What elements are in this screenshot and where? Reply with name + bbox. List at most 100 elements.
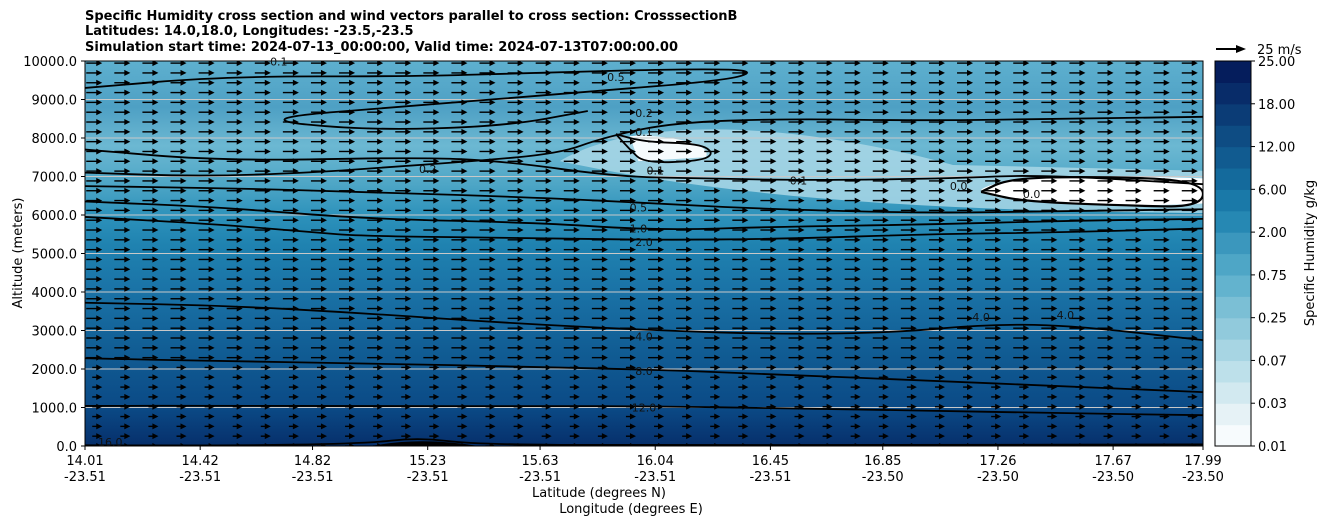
wind-vector-head xyxy=(405,158,412,165)
wind-vector-head xyxy=(349,217,356,224)
wind-vector-head xyxy=(236,217,243,224)
wind-vector-head xyxy=(264,354,271,361)
wind-vector-head xyxy=(1023,148,1030,155)
wind-vector-head xyxy=(995,325,1002,332)
wind-vector-head xyxy=(882,168,889,175)
wind-vector-head xyxy=(1191,305,1198,312)
wind-vector-head xyxy=(910,295,917,302)
wind-vector-head xyxy=(882,285,889,292)
wind-vector-head xyxy=(1079,413,1086,420)
wind-vector-head xyxy=(489,384,496,391)
wind-vector-head xyxy=(686,246,693,253)
wind-vector-head xyxy=(545,315,552,322)
colorbar-swatch xyxy=(1215,253,1251,276)
contour-label: 2.0 xyxy=(635,236,653,249)
wind-vector-head xyxy=(1023,393,1030,400)
wind-vector-head xyxy=(573,266,580,273)
wind-vector-head xyxy=(826,69,833,76)
wind-vector-head xyxy=(742,79,749,86)
wind-vector-head xyxy=(1051,236,1058,243)
wind-vector-head xyxy=(517,325,524,332)
wind-vector-head xyxy=(854,256,861,263)
wind-vector-head xyxy=(292,256,299,263)
wind-vector-head xyxy=(180,433,187,440)
wind-vector-head xyxy=(882,335,889,342)
wind-vector-head xyxy=(180,99,187,106)
wind-vector-head xyxy=(882,217,889,224)
wind-vector-head xyxy=(320,256,327,263)
wind-vector-head xyxy=(910,315,917,322)
wind-vector-head xyxy=(910,344,917,351)
wind-vector-head xyxy=(152,305,159,312)
wind-vector-head xyxy=(180,227,187,234)
wind-vector-head xyxy=(1051,315,1058,322)
wind-vector-head xyxy=(1107,109,1114,116)
wind-vector-head xyxy=(461,276,468,283)
wind-vector-head xyxy=(1079,344,1086,351)
wind-vector-head xyxy=(461,256,468,263)
wind-vector-head xyxy=(573,393,580,400)
wind-vector-head xyxy=(405,364,412,371)
wind-vector-head xyxy=(798,128,805,135)
contour-0.0 xyxy=(980,176,1203,208)
wind-vector-head xyxy=(826,433,833,440)
wind-vector-head xyxy=(377,69,384,76)
wind-vector-head xyxy=(995,423,1002,430)
wind-vector-head xyxy=(826,256,833,263)
wind-vector-head xyxy=(320,393,327,400)
wind-vector-head xyxy=(938,315,945,322)
wind-vector-head xyxy=(208,354,215,361)
wind-vector-head xyxy=(208,207,215,214)
wind-vector-head xyxy=(742,89,749,96)
wind-vector-head xyxy=(882,148,889,155)
wind-vector-head xyxy=(967,197,974,204)
wind-vector-head xyxy=(686,433,693,440)
wind-vector-head xyxy=(826,423,833,430)
wind-vector-head xyxy=(882,393,889,400)
wind-vector-head xyxy=(1079,433,1086,440)
wind-vector-head xyxy=(742,207,749,214)
wind-vector-head xyxy=(1051,148,1058,155)
wind-vector-head xyxy=(405,227,412,234)
wind-vector-head xyxy=(264,315,271,322)
wind-vector-head xyxy=(405,89,412,96)
wind-key-label: 25 m/s xyxy=(1257,43,1302,58)
wind-vector-head xyxy=(854,168,861,175)
wind-vector-head xyxy=(770,217,777,224)
wind-vector-head xyxy=(629,335,636,342)
wind-vector-head xyxy=(545,79,552,86)
wind-vector-head xyxy=(1051,354,1058,361)
wind-vector-head xyxy=(882,61,889,67)
wind-vector-head xyxy=(1023,246,1030,253)
wind-vector-head xyxy=(545,158,552,165)
wind-vector-head xyxy=(798,344,805,351)
wind-vector-head xyxy=(405,256,412,263)
wind-vector-head xyxy=(545,354,552,361)
wind-vector-head xyxy=(152,315,159,322)
wind-vector-head xyxy=(236,79,243,86)
wind-vector-head xyxy=(433,69,440,76)
wind-vector-head xyxy=(854,364,861,371)
wind-vector-head xyxy=(1107,61,1114,67)
wind-vector-head xyxy=(629,433,636,440)
wind-vector-head xyxy=(967,276,974,283)
wind-vector-head xyxy=(489,227,496,234)
wind-vector-head xyxy=(405,119,412,126)
wind-vector-head xyxy=(1191,315,1198,322)
wind-vector-head xyxy=(124,413,131,420)
wind-vector-head xyxy=(770,384,777,391)
wind-vector-head xyxy=(1107,393,1114,400)
wind-vector-head xyxy=(124,109,131,116)
wind-vector-head xyxy=(770,315,777,322)
x-tick-longitude: -23.51 xyxy=(292,470,334,485)
wind-vector-head xyxy=(152,236,159,243)
wind-vector-head xyxy=(349,256,356,263)
wind-vector-head xyxy=(601,246,608,253)
wind-vector-head xyxy=(742,344,749,351)
wind-vector-head xyxy=(1051,393,1058,400)
wind-vector-head xyxy=(1163,266,1170,273)
wind-vector-head xyxy=(1163,109,1170,116)
wind-vector-head xyxy=(124,325,131,332)
wind-vector-head xyxy=(967,423,974,430)
wind-vector-head xyxy=(1163,433,1170,440)
